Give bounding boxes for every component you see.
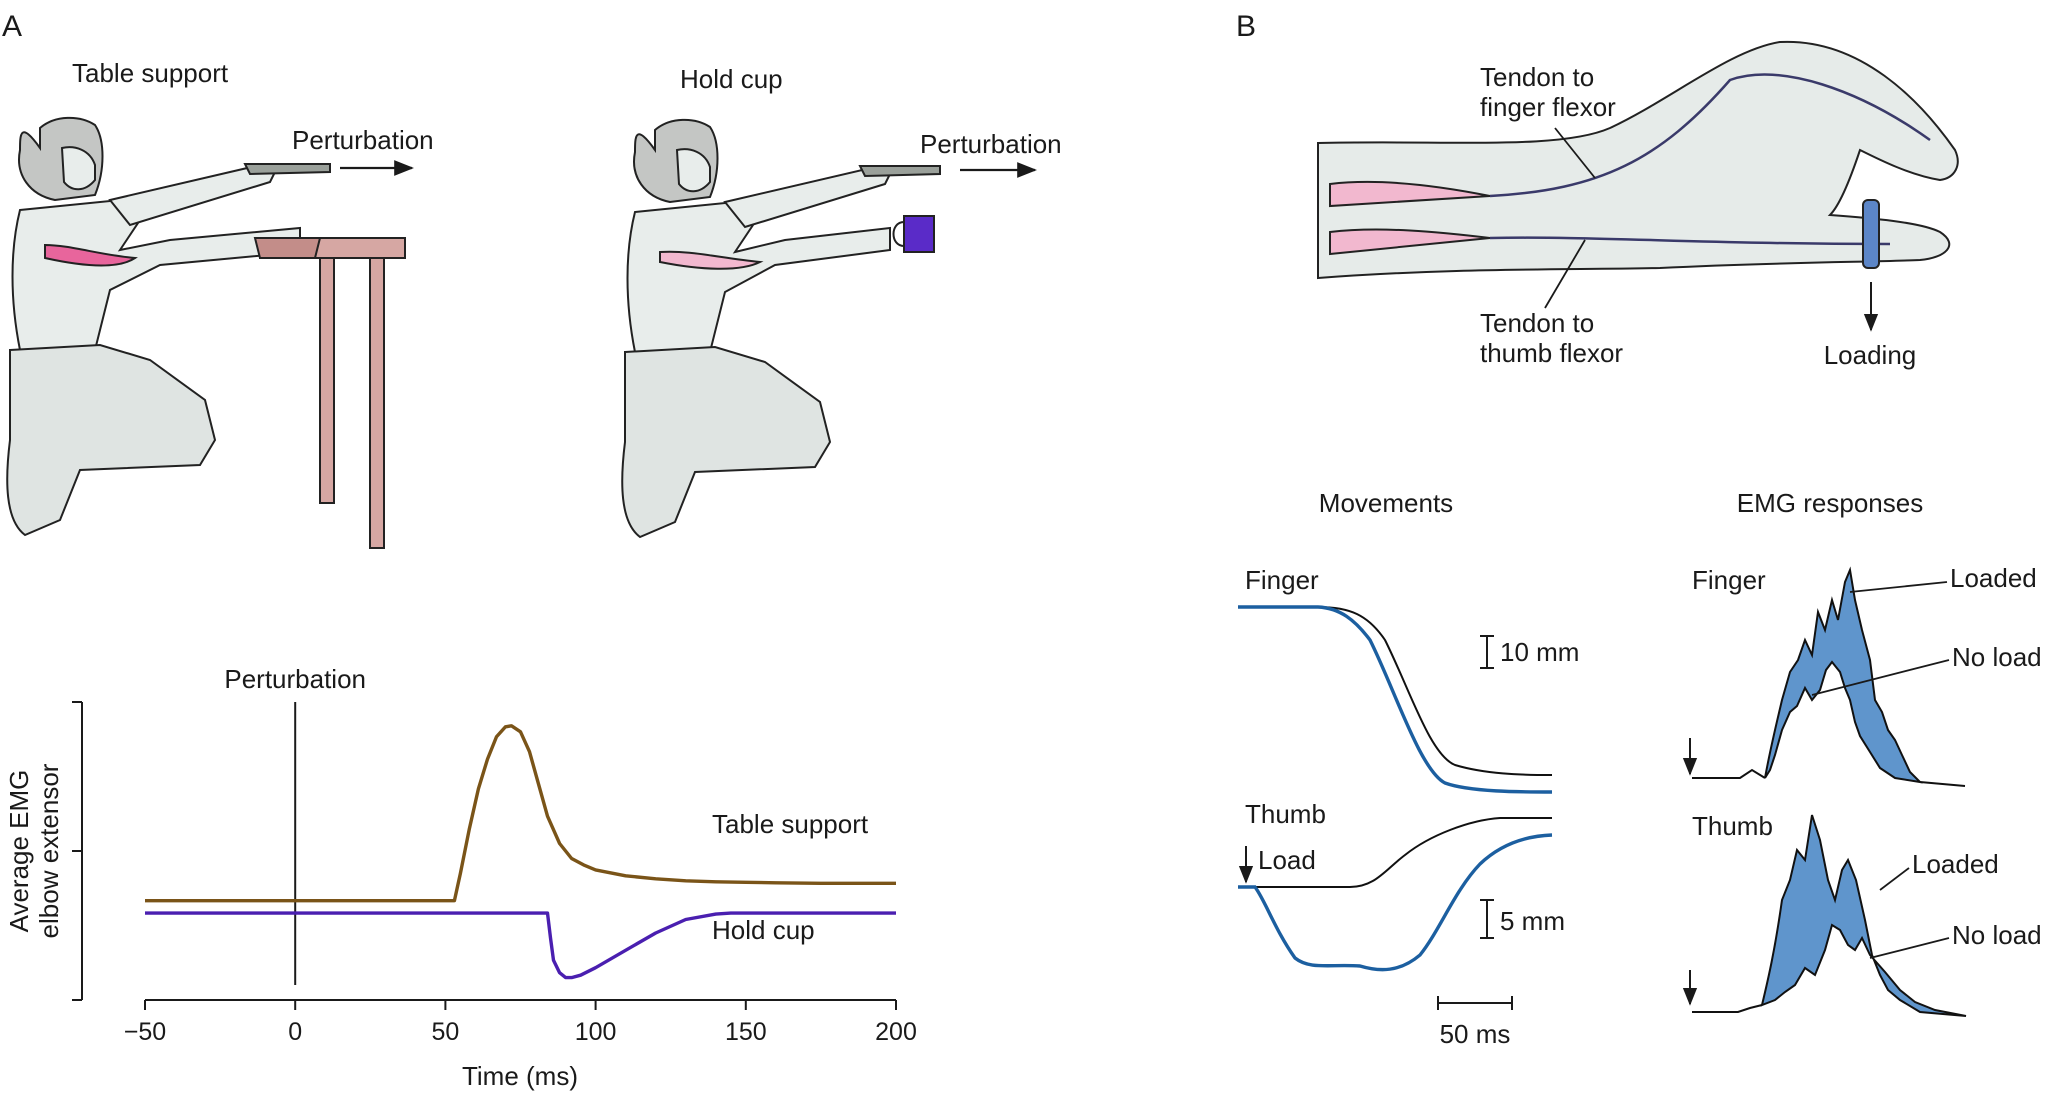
tendon-thumb-label-line2: thumb flexor: [1480, 338, 1623, 368]
emg-loaded-leader-top: [1849, 581, 1948, 593]
perturbation-arrow-right: Perturbation: [920, 129, 1062, 178]
emg-finger-traces: [1692, 566, 1966, 787]
x-tick-label: 200: [875, 1018, 917, 1046]
panel-a-letter: A: [2, 10, 22, 43]
emg-loaded-label-bottom: Loaded: [1912, 849, 1999, 879]
tendon-thumb-leader: [1544, 239, 1586, 309]
emg-thumb-label: Thumb: [1692, 811, 1773, 841]
emg-finger-label: Finger: [1692, 565, 1766, 595]
emg-noload-leader-top: [1811, 659, 1950, 696]
tendon-finger-label-line1: Tendon to: [1480, 62, 1594, 92]
emg-responses-heading: EMG responses: [1737, 488, 1923, 518]
x-tick-label: 150: [725, 1018, 767, 1046]
movements-thumb-label: Thumb: [1245, 799, 1326, 829]
emg-noload-label-top: No load: [1952, 642, 2042, 672]
tendon-finger-leader: [1554, 127, 1596, 179]
loading-label: Loading: [1824, 340, 1917, 370]
scale-50ms-label: 50 ms: [1440, 1019, 1511, 1049]
tendon-thumb-label-line1: Tendon to: [1480, 308, 1594, 338]
series-hold-cup: [145, 911, 896, 980]
emg-chart: −50 0 50 100 150 200 Perturbation Table suppo…: [4, 664, 917, 1091]
table-support-illustration: [6, 116, 406, 549]
panel-b-letter: B: [1236, 10, 1256, 43]
finger-movement-traces: [1238, 605, 1553, 794]
hand-illustration: [1317, 40, 1959, 280]
x-tick-label: −50: [124, 1018, 166, 1046]
y-axis-label-line1: Average EMG: [4, 770, 34, 933]
y-axis-label-line2: elbow extensor: [34, 763, 64, 938]
load-label: Load: [1258, 845, 1316, 875]
scale-bar-50ms: [1437, 996, 1513, 1010]
scale-10mm-label: 10 mm: [1500, 637, 1579, 667]
scale-5mm-label: 5 mm: [1500, 906, 1565, 936]
thumb-movement-traces: [1238, 817, 1553, 972]
movements-finger-label: Finger: [1245, 565, 1319, 595]
emg-loaded-label-top: Loaded: [1950, 563, 2037, 593]
x-tick-label: 0: [288, 1018, 302, 1046]
series-table-support: [145, 724, 896, 903]
perturbation-marker-label: Perturbation: [224, 664, 366, 694]
series-label-hold-cup: Hold cup: [712, 915, 815, 945]
perturbation-label-right: Perturbation: [920, 129, 1062, 159]
tendon-finger-label-line2: finger flexor: [1480, 92, 1616, 122]
scale-bar-10mm: [1480, 635, 1494, 669]
scale-bar-5mm: [1480, 899, 1494, 939]
x-axis-label: Time (ms): [462, 1061, 578, 1091]
perturbation-label-left: Perturbation: [292, 125, 434, 155]
x-tick-label: 100: [575, 1018, 617, 1046]
hold-cup-illustration: [621, 118, 941, 539]
x-tick-label: 50: [431, 1018, 459, 1046]
emg-loaded-leader-bottom: [1879, 867, 1910, 891]
movements-heading: Movements: [1319, 488, 1453, 518]
perturbation-arrow-left: Perturbation: [292, 125, 434, 176]
emg-thumb-traces: [1692, 814, 1967, 1017]
table-support-title: Table support: [72, 58, 229, 88]
emg-noload-label-bottom: No load: [1952, 920, 2042, 950]
series-label-table-support: Table support: [712, 809, 869, 839]
emg-noload-leader-bottom: [1869, 937, 1950, 959]
hold-cup-title: Hold cup: [680, 64, 783, 94]
